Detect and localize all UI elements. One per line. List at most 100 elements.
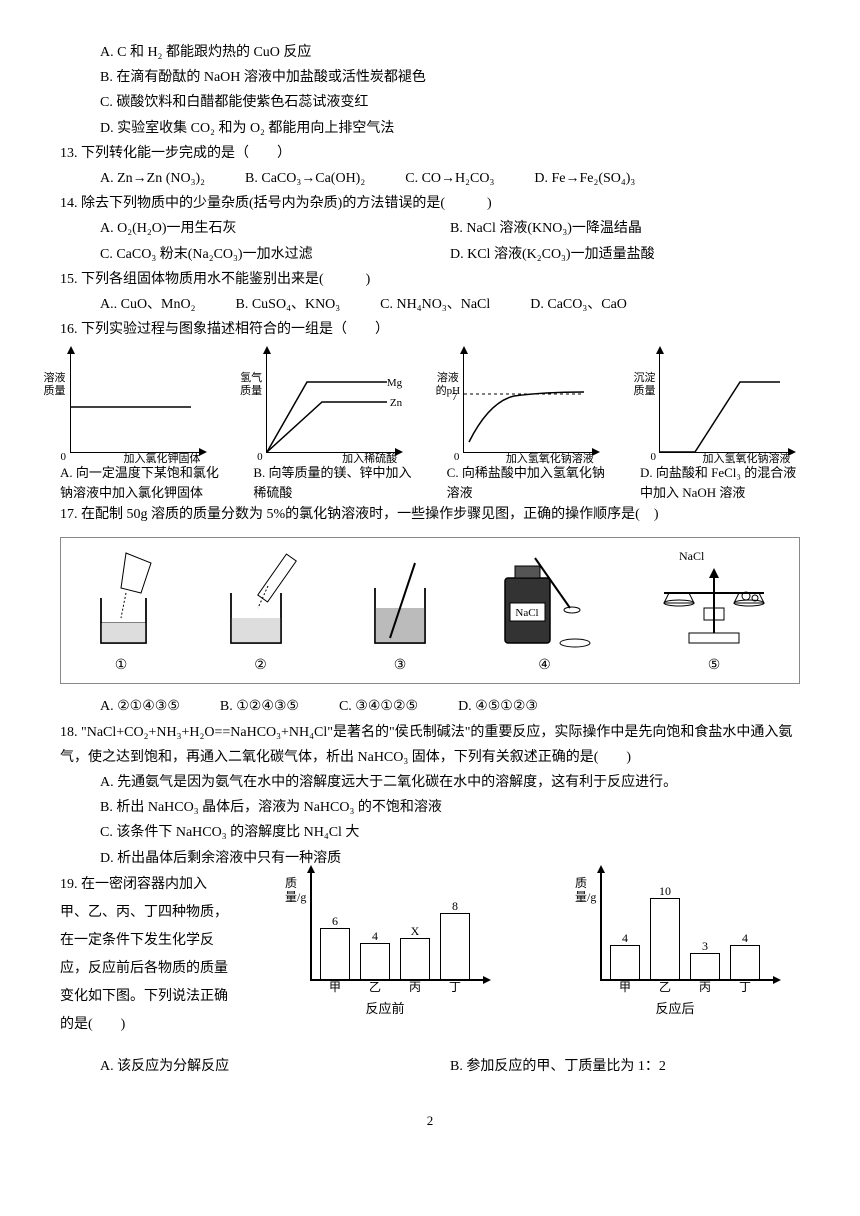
chart4-ylabel: 沉淀质量 [630,372,658,398]
chart2-xlabel: 加入稀硫酸 [342,450,397,470]
bar-val: X [401,921,429,943]
q16-charts: 溶液质量 0 加入氯化钾固体 氢气质量 0 加入稀硫酸 Mg Zn 溶液的pH [60,352,800,453]
bar-val: 4 [611,928,639,950]
chart3-origin: 0 [454,448,460,468]
q12-opt-b: B. 在滴有酚酞的 NaOH 溶液中加盐酸或活性炭都褪色 [100,65,800,90]
q19-l2: 在一定条件下发生化学反 [60,927,240,955]
q17-c: C. ③④①②⑤ [339,694,418,719]
chart4-xlabel: 加入氢氧化钠溶液 [702,450,790,470]
chart3-tick: 7 [452,388,458,408]
chart1-origin: 0 [61,448,67,468]
q18-d: D. 析出晶体后剩余溶液中只有一种溶质 [100,846,800,871]
q16-chart4: 沉淀质量 0 加入氢氧化钠溶液 [650,352,800,453]
q19-after-chart: 质量/g 4甲10乙3丙4丁 反应后 [575,871,775,1001]
q19-before-chart: 质量/g 6甲4乙X丙8丁 反应前 [285,871,485,1001]
q19-after-caption: 反应后 [575,997,775,1020]
bar-val: 10 [651,881,679,903]
q19-l3: 应，反应前后各物质的质量 [60,955,240,983]
q14-stem: 14. 除去下列物质中的少量杂质(括号内为杂质)的方法错误的是( ) [60,191,800,216]
bar-甲: 6甲 [320,928,350,980]
q19-l4: 变化如下图。下列说法正确 [60,983,240,1011]
q15-c: C. NH₄NO₃、NaCl [380,292,490,317]
q19-b: B. 参加反应的甲、丁质量比为 1：2 [450,1054,800,1079]
q15-b: B. CuSO₄、KNO₃ [236,292,341,317]
equip-1: ① [81,548,161,678]
q18-b: B. 析出 NaHCO₃ 晶体后，溶液为 NaHCO₃ 的不饱和溶液 [100,795,800,820]
bar-丁: 8丁 [440,913,470,980]
cylinder-pour-icon [216,548,306,648]
bar-val: 8 [441,896,469,918]
q13-d: D. Fe→Fe₂(SO₄)₃ [534,166,635,191]
chart2-mg: Mg [387,374,402,394]
q16-chart3: 溶液的pH 0 加入氢氧化钠溶液 7 [453,352,603,453]
q14-row1: A. O₂(H₂O)一用生石灰 B. NaCl 溶液(KNO₃)一降温结晶 [100,216,800,241]
q12-opt-d: D. 实验室收集 CO₂ 和为 O₂ 都能用向上排空气法 [100,116,800,141]
bar-val: 3 [691,936,719,958]
q19-l1: 甲、乙、丙、丁四种物质， [60,899,240,927]
q15-options: A.. CuO、MnO₂ B. CuSO₄、KNO₃ C. NH₄NO₃、NaC… [100,292,800,317]
q19-before-ylab: 质量/g [285,876,307,905]
bar-丁: 4丁 [730,945,760,980]
bar-lbl: 甲 [611,977,639,999]
bar-乙: 4乙 [360,943,390,980]
balance-nacl: NaCl [679,549,705,563]
q15-a: A.. CuO、MnO₂ [100,292,196,317]
q13-c: C. CO→H₂CO₃ [405,166,494,191]
q14-b: B. NaCl 溶液(KNO₃)一降温结晶 [450,216,800,241]
bar-lbl: 丁 [731,977,759,999]
q14-row2: C. CaCO₃ 粉末(Na₂CO₃)一加水过滤 D. KCl 溶液(K₂CO₃… [100,242,800,267]
chart1-xlabel: 加入氯化钾固体 [124,450,201,470]
bar-val: 4 [731,928,759,950]
nacl-label: NaCl [515,607,538,619]
q16-stem: 16. 下列实验过程与图象描述相符合的一组是（ ） [60,317,800,342]
q19-after-ylab: 质量/g [575,876,597,905]
q15-stem: 15. 下列各组固体物质用水不能鉴别出来是( ) [60,267,800,292]
bar-丙: 3丙 [690,953,720,980]
q17-options: A. ②①④③⑤ B. ①②④③⑤ C. ③④①②⑤ D. ④⑤①②③ [100,694,800,719]
bar-lbl: 丙 [401,977,429,999]
equip-4: NaCl ④ [495,548,595,678]
q17-equipment: ① ② ③ NaCl ④ [60,537,800,684]
bar-lbl: 甲 [321,977,349,999]
chart2-ylabel: 氢气质量 [237,372,265,398]
q16-chart2: 氢气质量 0 加入稀硫酸 Mg Zn [257,352,407,453]
bar-lbl: 丁 [441,977,469,999]
q18-a: A. 先通氨气是因为氨气在水中的溶解度远大于二氧化碳在水中的溶解度，这有利于反应… [100,770,800,795]
bar-val: 6 [321,911,349,933]
q13-a: A. Zn→Zn (NO₃)₂ [100,166,205,191]
equip-2-label: ② [254,658,267,673]
equip-5-label: ⑤ [708,658,721,673]
page-number: 2 [60,1109,800,1132]
q19-l5: 的是( ) [60,1011,240,1039]
bar-val: 4 [361,926,389,948]
q17-a: A. ②①④③⑤ [100,694,180,719]
q19-l0: 19. 在一密闭容器内加入 [60,871,240,899]
chart1-ylabel: 溶液质量 [41,372,69,398]
bar-lbl: 丙 [691,977,719,999]
q18-stem: 18. "NaCl+CO₂+NH₃+H₂O==NaHCO₃+NH₄Cl"是著名的… [60,720,800,770]
q19-a: A. 该反应为分解反应 [100,1054,450,1079]
chart4-origin: 0 [650,448,656,468]
q17-b: B. ①②④③⑤ [220,694,299,719]
q16-chart1: 溶液质量 0 加入氯化钾固体 [60,352,210,453]
q14-a: A. O₂(H₂O)一用生石灰 [100,216,450,241]
equip-1-label: ① [115,658,128,673]
chart3-ylabel: 溶液的pH [434,372,462,398]
chart2-zn: Zn [390,394,402,414]
q19-wrap: 19. 在一密闭容器内加入 甲、乙、丙、丁四种物质， 在一定条件下发生化学反 应… [60,871,800,1039]
balance-icon: NaCl [649,548,779,648]
nacl-bottle-icon: NaCl [495,548,595,648]
beaker-stir-icon [360,548,440,648]
beaker-pour-icon [81,548,161,648]
equip-3: ③ [360,548,440,678]
q19-before-caption: 反应前 [285,997,485,1020]
bar-甲: 4甲 [610,945,640,980]
q12-opt-a: A. C 和 H₂ 都能跟灼热的 CuO 反应 [100,40,800,65]
chart3-xlabel: 加入氢氧化钠溶液 [506,450,594,470]
equip-4-label: ④ [538,658,551,673]
q19-options: A. 该反应为分解反应 B. 参加反应的甲、丁质量比为 1：2 [100,1054,800,1079]
q12-opt-c: C. 碳酸饮料和白醋都能使紫色石蕊试液变红 [100,90,800,115]
q17-stem: 17. 在配制 50g 溶质的质量分数为 5%的氯化钠溶液时，一些操作步骤见图，… [60,502,800,527]
bar-lbl: 乙 [361,977,389,999]
equip-5: NaCl ⑤ [649,548,779,678]
